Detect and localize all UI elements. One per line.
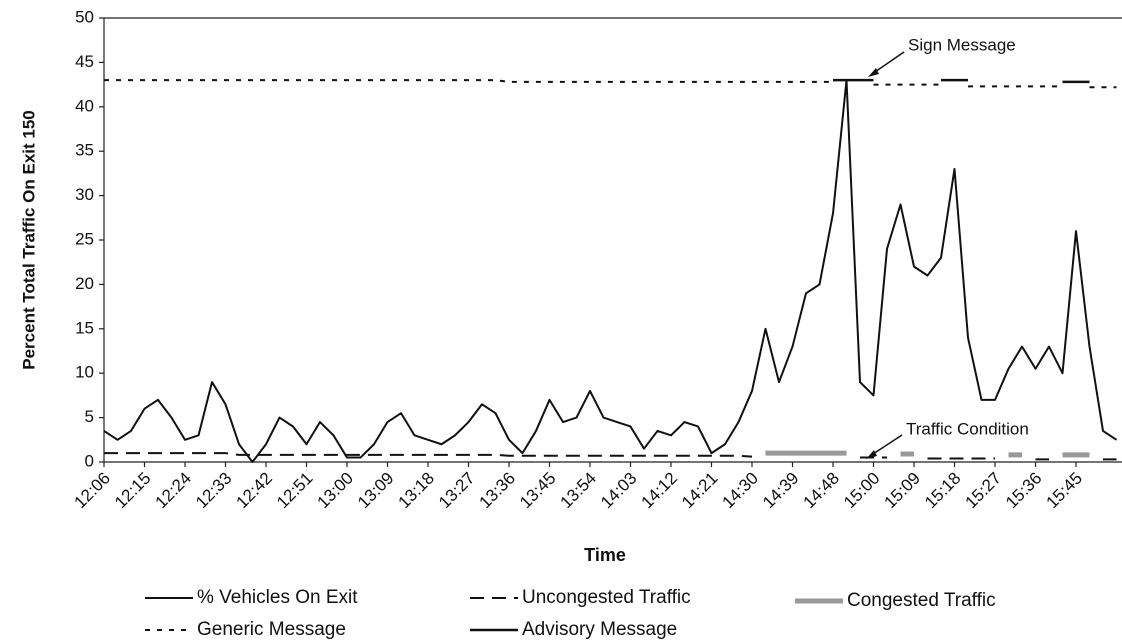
annotation-arrow — [869, 434, 903, 457]
y-axis-title: Percent Total Traffic On Exit 150 — [19, 110, 38, 370]
y-tick-label: 25 — [75, 229, 94, 248]
series-line — [833, 78, 1090, 84]
x-tick-label: 13:00 — [313, 469, 357, 513]
x-tick-label: 15:27 — [961, 469, 1005, 513]
legend-label: Congested Traffic — [847, 590, 996, 611]
y-tick-label: 0 — [85, 451, 94, 470]
x-tick-label: 14:39 — [759, 469, 803, 513]
legend-label: Uncongested Traffic — [522, 587, 691, 608]
x-tick-label: 13:36 — [475, 469, 519, 513]
y-tick-label: 5 — [85, 407, 94, 426]
x-tick-label: 15:45 — [1042, 469, 1086, 513]
x-tick-label: 14:03 — [597, 469, 641, 513]
x-tick-label: 12:51 — [273, 469, 317, 513]
y-tick-label: 40 — [75, 96, 94, 115]
x-tick-label: 13:54 — [556, 469, 600, 513]
legend-label: % Vehicles On Exit — [197, 587, 358, 608]
y-tick-label: 45 — [75, 52, 94, 71]
series-line — [104, 452, 1117, 461]
x-tick-label: 15:09 — [880, 469, 924, 513]
annotation: Traffic Condition — [906, 419, 1029, 438]
series-line — [104, 79, 1117, 89]
x-tick-label: 13:09 — [354, 469, 398, 513]
annotation: Sign Message — [908, 35, 1016, 54]
x-tick-label: 15:00 — [840, 469, 884, 513]
y-tick-label: 10 — [75, 363, 94, 382]
x-tick-label: 14:21 — [678, 469, 722, 513]
legend-label: Advisory Message — [522, 619, 677, 640]
x-axis-title: Time — [584, 545, 626, 565]
series-line — [103, 79, 1118, 463]
x-tick-label: 15:36 — [1002, 469, 1046, 513]
x-tick-label: 15:18 — [921, 469, 965, 513]
y-tick-label: 50 — [75, 7, 94, 26]
x-tick-label: 13:27 — [435, 469, 479, 513]
annotation-arrowhead — [868, 68, 879, 77]
x-tick-label: 12:33 — [192, 469, 236, 513]
x-tick-label: 12:06 — [70, 469, 114, 513]
y-tick-label: 15 — [75, 318, 94, 337]
x-tick-label: 13:45 — [516, 469, 560, 513]
x-tick-label: 12:24 — [151, 469, 195, 513]
y-tick-label: 35 — [75, 141, 94, 160]
x-tick-label: 14:48 — [799, 469, 843, 513]
x-tick-label: 14:30 — [718, 469, 762, 513]
x-tick-label: 13:18 — [394, 469, 438, 513]
x-tick-label: 12:42 — [232, 469, 276, 513]
series-line — [765, 450, 1090, 458]
y-tick-label: 30 — [75, 185, 94, 204]
legend-label: Generic Message — [197, 619, 346, 640]
y-tick-label: 20 — [75, 274, 94, 293]
x-tick-label: 14:12 — [637, 469, 681, 513]
annotation-arrow — [871, 51, 905, 75]
x-tick-label: 12:15 — [111, 469, 155, 513]
